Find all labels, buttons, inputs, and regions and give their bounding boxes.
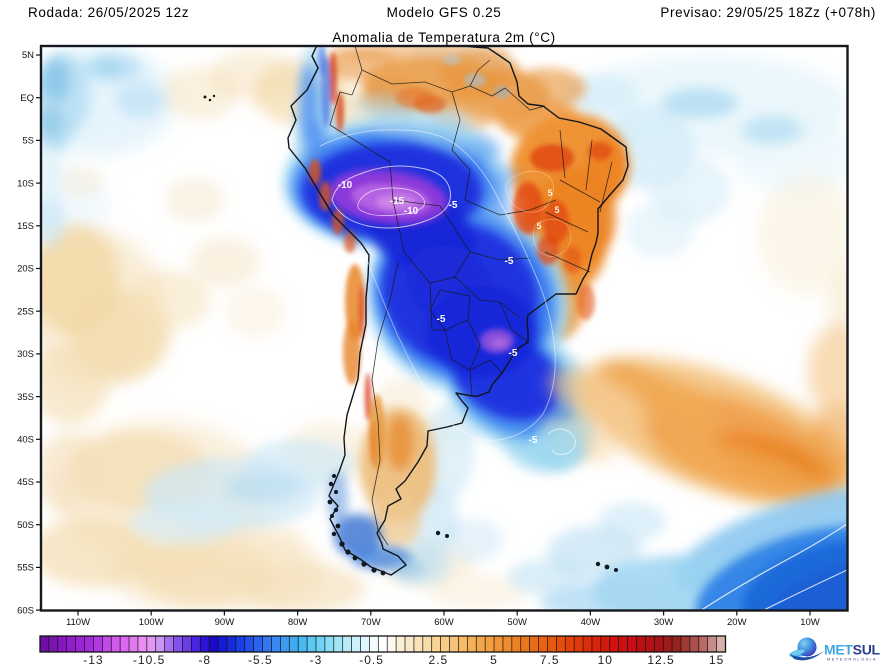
svg-text:30W: 30W xyxy=(654,617,674,628)
svg-text:25S: 25S xyxy=(17,306,34,317)
svg-text:-15: -15 xyxy=(390,196,405,207)
svg-text:5N: 5N xyxy=(22,50,34,61)
svg-text:-5.5: -5.5 xyxy=(248,653,273,667)
svg-text:40W: 40W xyxy=(581,617,601,628)
svg-text:5: 5 xyxy=(547,188,552,198)
svg-text:20W: 20W xyxy=(727,617,747,628)
svg-text:7.5: 7.5 xyxy=(540,653,560,667)
svg-text:50W: 50W xyxy=(507,617,527,628)
svg-text:-10: -10 xyxy=(338,180,353,191)
svg-text:110W: 110W xyxy=(66,617,90,628)
svg-text:12.5: 12.5 xyxy=(647,653,674,667)
svg-text:5S: 5S xyxy=(22,136,34,147)
svg-text:60S: 60S xyxy=(17,605,34,616)
svg-text:90W: 90W xyxy=(215,617,235,628)
svg-text:20S: 20S xyxy=(17,264,34,275)
svg-text:-5: -5 xyxy=(437,314,446,325)
svg-text:-8: -8 xyxy=(198,653,211,667)
svg-text:35S: 35S xyxy=(17,392,34,403)
svg-text:2.5: 2.5 xyxy=(429,653,449,667)
svg-text:-13: -13 xyxy=(83,653,103,667)
svg-text:Previsao: 29/05/25 18Zz (+078h: Previsao: 29/05/25 18Zz (+078h) xyxy=(660,5,876,20)
svg-text:10S: 10S xyxy=(17,178,34,189)
svg-text:-5: -5 xyxy=(449,200,458,211)
svg-text:-10.5: -10.5 xyxy=(133,653,165,667)
svg-text:10: 10 xyxy=(598,653,613,667)
svg-text:METSUL: METSUL xyxy=(824,642,881,658)
svg-text:100W: 100W xyxy=(139,617,164,628)
svg-text:60W: 60W xyxy=(434,617,454,628)
svg-text:-5: -5 xyxy=(529,435,538,446)
svg-text:70W: 70W xyxy=(361,617,381,628)
svg-text:40S: 40S xyxy=(17,435,34,446)
svg-text:15: 15 xyxy=(709,653,724,667)
svg-text:55S: 55S xyxy=(17,563,34,574)
svg-text:15S: 15S xyxy=(17,221,34,232)
svg-text:50S: 50S xyxy=(17,520,34,531)
svg-text:-5: -5 xyxy=(505,256,514,267)
svg-text:-0.5: -0.5 xyxy=(359,653,384,667)
svg-text:80W: 80W xyxy=(288,617,308,628)
svg-text:Anomalia de Temperatura 2m (°C: Anomalia de Temperatura 2m (°C) xyxy=(332,30,555,45)
svg-text:5: 5 xyxy=(554,205,559,215)
svg-text:METEOROLOGIA: METEOROLOGIA xyxy=(827,658,877,662)
svg-text:Rodada: 26/05/2025 12z: Rodada: 26/05/2025 12z xyxy=(28,5,189,20)
svg-text:5: 5 xyxy=(490,653,498,667)
svg-text:-5: -5 xyxy=(509,348,518,359)
svg-text:Modelo GFS 0.25: Modelo GFS 0.25 xyxy=(387,5,502,20)
svg-text:45S: 45S xyxy=(17,477,34,488)
svg-text:5: 5 xyxy=(536,221,541,231)
svg-text:-3: -3 xyxy=(310,653,323,667)
svg-text:30S: 30S xyxy=(17,349,34,360)
svg-text:10W: 10W xyxy=(800,617,820,628)
svg-text:-10: -10 xyxy=(404,206,419,217)
svg-text:EQ: EQ xyxy=(20,93,34,104)
